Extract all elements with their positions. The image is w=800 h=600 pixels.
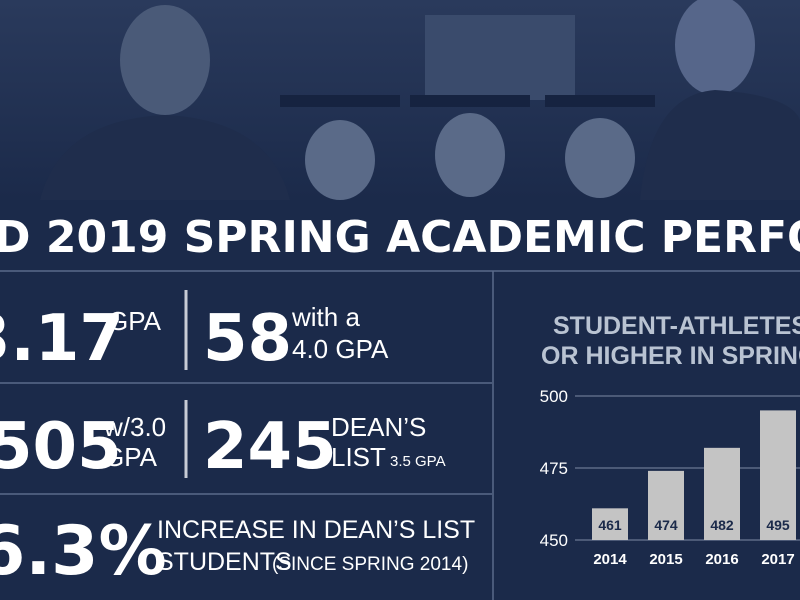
stat-label: with a xyxy=(291,302,360,332)
stat-label: 4.0 GPA xyxy=(292,334,389,364)
value-label: 461 xyxy=(598,517,622,533)
y-tick-label: 500 xyxy=(540,387,568,406)
value-label: 495 xyxy=(766,517,790,533)
bar xyxy=(704,447,740,540)
stat-number: 505 xyxy=(0,410,122,484)
stat-label: LIST xyxy=(331,442,386,472)
value-label: 474 xyxy=(654,517,678,533)
chart-title: OR HIGHER IN SPRING xyxy=(541,342,800,370)
stat-label: INCREASE IN DEAN’S LIST xyxy=(157,516,475,544)
stat-label: GPA xyxy=(108,306,162,336)
stat-label: STUDENTS xyxy=(157,548,292,576)
stat-number: 3.17 xyxy=(0,302,124,376)
y-tick-label: 450 xyxy=(540,531,568,550)
stat-label: w/3.0 xyxy=(103,412,166,442)
x-tick-label: 2017 xyxy=(761,551,794,568)
stat-label: GPA xyxy=(104,442,158,472)
stat-label: DEAN’S xyxy=(331,412,426,442)
x-tick-label: 2014 xyxy=(593,551,627,568)
bar xyxy=(592,508,628,540)
stat-note: (SINCE SPRING 2014) xyxy=(272,554,468,575)
bar xyxy=(760,410,796,540)
x-tick-label: 2015 xyxy=(649,551,682,568)
title: D 2019 SPRING ACADEMIC PERFOR xyxy=(0,212,800,263)
stat-number: 6.3% xyxy=(0,512,167,591)
chart-title: STUDENT-ATHLETES xyxy=(553,312,800,340)
bar xyxy=(648,470,684,540)
stat-number: 58 xyxy=(203,302,292,376)
photo xyxy=(0,0,800,200)
stat-number: 245 xyxy=(203,410,337,484)
y-tick-label: 475 xyxy=(540,459,568,478)
x-tick-label: 2016 xyxy=(705,551,738,568)
dividers xyxy=(0,270,800,600)
stat-note: 3.5 GPA xyxy=(390,453,446,470)
value-label: 482 xyxy=(710,517,734,533)
